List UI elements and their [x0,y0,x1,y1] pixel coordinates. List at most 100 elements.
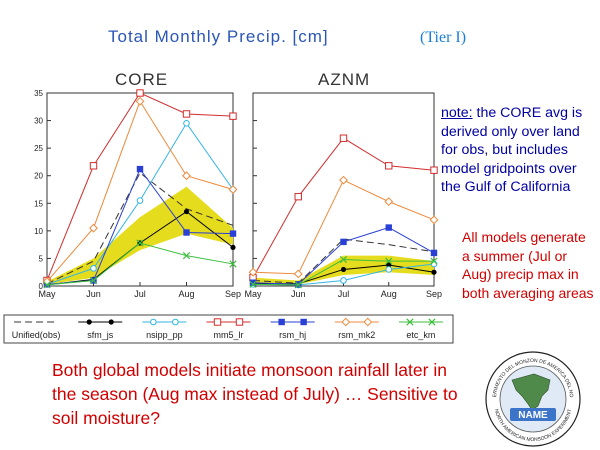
y-tick-label: 35 [34,89,43,98]
series-rsm_mk2-point [182,171,191,181]
logo-name: NAME [518,410,548,421]
legend-marker-mm5_lr [235,318,244,326]
series-nsipp_pp-point [183,120,190,127]
aznm-panel-title: AZNM [318,70,371,89]
legend-marker-nsipp_pp [172,318,179,326]
y-tick-label: 5 [39,254,44,263]
x-tick-label: Jul [338,289,350,299]
series-rsm_mk2-point [89,223,98,233]
x-tick-label: May [38,289,56,299]
series-etc_km-point [229,260,237,268]
y-tick-label: 10 [34,227,43,236]
plot-frame [252,92,435,287]
y-tick-label: 30 [34,117,43,126]
page-title: Total Monthly Precip. [cm] [108,27,329,46]
series-Unified(obs)-line [252,238,435,284]
logo-banner [510,408,556,421]
series-etc_km-point [339,255,348,264]
legend-marker-sfm_js [86,319,92,325]
x-tick-label: Jul [134,289,146,299]
series-etc_km-point [89,276,98,285]
series-nsipp_pp-point [340,277,347,284]
legend-label-rsm_hj: rsm_hj [279,330,306,340]
legend-marker-nsipp_pp [150,318,157,326]
series-mm5_lr-point [339,134,348,142]
series-Unified(obs)-line [46,172,234,285]
core-note: note: the CORE avg is derived only over … [441,104,599,197]
legend-marker-rsm_hj [278,318,285,326]
series-mm5_lr-point [182,110,191,118]
legend-label-mm5_lr: mm5_lr [213,330,243,340]
series-mm5_lr-point [229,112,237,120]
legend-label-sfm_js: sfm_js [87,330,114,340]
plot-frame [46,92,234,287]
x-tick-label: Sep [225,289,241,299]
x-tick-label: Sep [426,289,442,299]
legend-marker-rsm_hj [300,318,307,326]
note-text: the CORE avg is derived only over land f… [441,105,583,195]
legend-marker-etc_km [428,318,436,326]
models-note: All models generate a summer (Jul or Aug… [462,229,594,301]
series-nsipp_pp-point [385,266,393,273]
note-prefix: note: [441,105,473,121]
legend-marker-sfm_js [108,319,114,325]
x-tick-label: Jun [86,289,101,299]
series-rsm_hj-point [385,224,392,231]
tier-label: (Tier I) [420,29,467,46]
series-rsm_mk2-point [429,215,439,225]
series-etc_km-point [430,257,438,265]
legend-label-rsm_mk2: rsm_mk2 [338,330,375,340]
legend-label-Unified(obs): Unified(obs) [12,330,61,340]
series-sfm_js-point [230,244,236,250]
series-rsm_mk2-point [384,197,394,207]
series-etc_km-point [249,280,257,288]
series-sfm_js-point [183,208,190,215]
x-tick-label: Jun [291,289,306,299]
series-etc_km-point [182,252,191,260]
series-rsm_mk2-point [293,269,303,279]
y-tick-label: 25 [34,144,43,153]
name-logo: NAME EXPERIMENTO DEL MONZON DE AMERICA D… [484,350,581,447]
logo-continent [511,373,551,411]
series-rsm_mk2-point [135,96,145,106]
series-mm5_lr-point [294,192,302,201]
legend-frame [3,314,454,344]
series-etc_km-point [43,281,51,289]
legend-marker-mm5_lr [213,318,222,326]
series-rsm_hj-point [249,279,257,286]
series-rsm_hj-point [340,238,347,246]
series-nsipp_pp-point [90,265,97,272]
y-tick-label: 15 [34,199,43,208]
legend-label-nsipp_pp: nsipp_pp [146,330,183,340]
series-mm5_lr-point [430,166,438,174]
series-sfm_js-point [431,269,437,275]
series-sfm_js-point [340,266,347,273]
y-tick-label: 0 [39,282,44,291]
legend-marker-etc_km [406,318,414,326]
series-nsipp_pp-point [136,197,144,204]
legend: Unified(obs) sfm_js nsipp_pp mm5_lr rsm_hj rs… [3,314,454,344]
core-panel-title: CORE [115,70,169,89]
series-rsm_hj-point [229,230,237,237]
panel-aznm: May Jun Jul Aug Sep [244,92,442,299]
series-mm5_lr-point [136,89,144,97]
x-tick-label: Aug [178,289,194,299]
series-rsm_hj-point [430,249,438,257]
series-mm5_lr-point [385,162,393,170]
legend-marker-rsm_mk2 [363,317,373,327]
y-tick-label: 20 [34,172,43,181]
series-rsm_hj-point [136,165,144,173]
conclusion-text: Both global models initiate monsoon rain… [52,360,458,428]
series-rsm_mk2-point [248,267,258,277]
series-rsm_mk2-point [339,175,348,185]
series-etc_km-point [385,257,393,265]
series-mm5_lr-point [89,162,98,170]
x-tick-label: May [244,289,262,299]
series-sfm_js-point [386,262,392,268]
series-etc_km-point [136,239,144,247]
x-tick-label: Aug [381,289,397,299]
series-rsm_mk2-point [228,185,238,194]
panel-core: 0 5 10 15 20 25 30 35 May Jun Jul Aug Sep [34,89,241,299]
legend-marker-rsm_mk2 [341,317,351,327]
